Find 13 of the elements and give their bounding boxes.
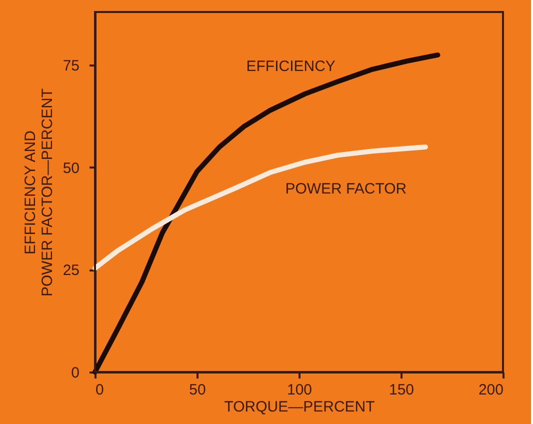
series-label: EFFICIENCY — [246, 58, 336, 75]
x-tick-label: 100 — [286, 382, 312, 398]
x-tick-label: 150 — [388, 382, 414, 398]
y-axis-title: EFFICIENCY AND POWER FACTOR—PERCENT — [22, 88, 56, 297]
y-tick-label: 25 — [62, 262, 80, 280]
x-tick-label: 0 — [96, 382, 104, 398]
series-label: POWER FACTOR — [285, 180, 407, 198]
y-tick-label: 0 — [71, 364, 80, 382]
x-tick-label: 50 — [189, 382, 206, 398]
x-tick-label: 200 — [478, 382, 504, 398]
y-tick-label: 75 — [62, 58, 80, 75]
x-axis-title: TORQUE—PERCENT — [224, 398, 375, 416]
y-tick-label: 50 — [62, 160, 80, 177]
